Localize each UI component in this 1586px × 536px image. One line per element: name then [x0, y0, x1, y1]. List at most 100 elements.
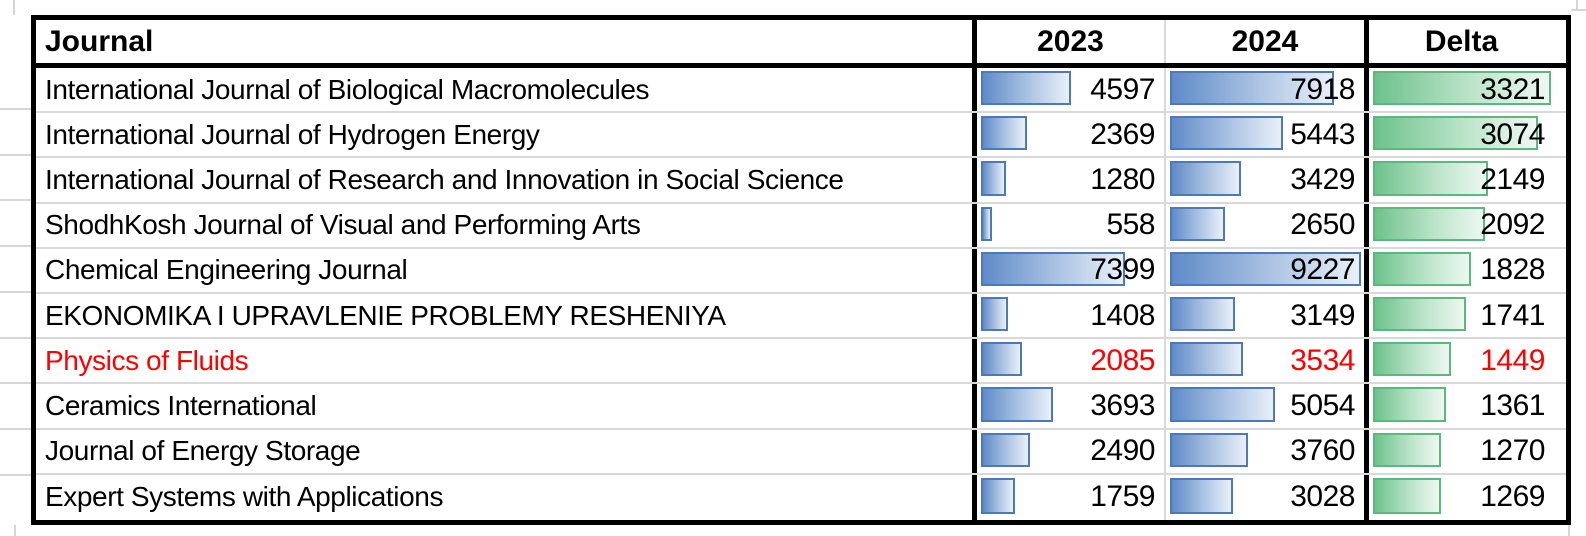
value-2024: 2650	[1290, 208, 1355, 242]
databar-track	[1373, 251, 1551, 286]
databar-track	[1170, 432, 1361, 467]
value-cell-2023[interactable]: 2369	[977, 113, 1166, 157]
value-delta: 1449	[1480, 343, 1545, 377]
journal-cell[interactable]: Chemical Engineering Journal	[36, 248, 977, 292]
journal-cell[interactable]: Physics of Fluids	[36, 339, 977, 383]
header-cell-delta[interactable]: Delta	[1424, 24, 1499, 58]
databar-track	[981, 71, 1161, 106]
journal-cell[interactable]: ShodhKosh Journal of Visual and Performi…	[36, 203, 977, 247]
value-cell-delta[interactable]: 2149	[1369, 158, 1554, 201]
value-cell-delta[interactable]: 1741	[1369, 294, 1554, 337]
databar-track	[1373, 161, 1551, 196]
value-cell-2024[interactable]: 5443	[1166, 113, 1369, 157]
journal-cell[interactable]: EKONOMIKA I UPRAVLENIE PROBLEMY RESHENIY…	[36, 294, 977, 338]
value-cell-2023[interactable]: 2085	[977, 339, 1166, 383]
value-2024: 3149	[1290, 298, 1355, 332]
value-cell-2024[interactable]: 3028	[1166, 474, 1369, 520]
sheet-gridline	[0, 336, 31, 339]
value-2023: 7399	[1090, 253, 1155, 287]
databar-track	[981, 297, 1161, 332]
databar-blue	[981, 71, 1071, 106]
value-cell-2024[interactable]: 5054	[1166, 384, 1369, 428]
header-cell-journal[interactable]: Journal	[36, 20, 977, 63]
journal-cell[interactable]: Ceramics International	[36, 384, 977, 428]
value-cell-2024[interactable]: 7918	[1166, 68, 1369, 112]
databar-green	[1373, 342, 1451, 377]
value-delta: 3074	[1480, 117, 1545, 151]
value-2024: 5443	[1290, 117, 1355, 151]
value-delta: 1361	[1480, 388, 1545, 422]
databar-track	[1170, 206, 1361, 241]
journal-name: ShodhKosh Journal of Visual and Performi…	[45, 209, 641, 241]
value-2023: 2490	[1090, 434, 1155, 468]
databar-green	[1373, 297, 1467, 332]
value-cell-delta[interactable]: 1270	[1369, 430, 1554, 473]
value-cell-delta[interactable]: 1828	[1369, 249, 1554, 292]
databar-track	[981, 116, 1161, 151]
value-cell-2024[interactable]: 3149	[1166, 294, 1369, 338]
value-cell-2024[interactable]: 2650	[1166, 203, 1369, 247]
sheet-gridline	[1576, 0, 1578, 10]
value-cell-2024[interactable]: 3534	[1166, 339, 1369, 383]
value-cell-2023[interactable]: 1759	[977, 474, 1166, 520]
table-row: International Journal of Research and In…	[36, 158, 1566, 204]
table-row: Physics of Fluids 2085 3534 1449	[36, 339, 1566, 385]
value-cell-delta[interactable]: 3321	[1369, 68, 1554, 111]
value-cell-delta[interactable]: 1269	[1369, 475, 1554, 520]
databar-blue	[1170, 161, 1241, 196]
value-cell-delta[interactable]: 1449	[1369, 339, 1554, 382]
value-cell-2023[interactable]: 3693	[977, 384, 1166, 428]
value-cell-delta[interactable]: 1361	[1369, 384, 1554, 427]
databar-blue	[1170, 297, 1236, 332]
databar-green	[1373, 477, 1441, 514]
databar-blue	[981, 206, 992, 241]
value-cell-2023[interactable]: 7399	[977, 248, 1166, 292]
databar-track	[981, 477, 1161, 514]
databar-blue	[1170, 251, 1361, 286]
value-cell-2023[interactable]: 1408	[977, 294, 1166, 338]
value-2023: 2085	[1090, 343, 1155, 377]
databar-track	[1170, 477, 1361, 514]
sheet-gridline	[0, 153, 31, 156]
value-cell-2023[interactable]: 558	[977, 203, 1166, 247]
databar-track	[981, 251, 1161, 286]
databar-blue	[1170, 432, 1248, 467]
value-cell-2024[interactable]: 3429	[1166, 158, 1369, 202]
journal-name: International Journal of Research and In…	[45, 163, 844, 195]
journal-cell[interactable]: Journal of Energy Storage	[36, 429, 977, 473]
journal-comparison-table: Journal 2023 2024 Delta International Jo…	[31, 15, 1571, 525]
databar-blue	[981, 161, 1006, 196]
table-body: International Journal of Biological Macr…	[36, 68, 1566, 520]
value-cell-2024[interactable]: 9227	[1166, 248, 1369, 292]
journal-cell[interactable]: International Journal of Research and In…	[36, 158, 977, 202]
value-cell-2024[interactable]: 3760	[1166, 429, 1369, 473]
header-cell-2024[interactable]: 2024	[1166, 20, 1369, 63]
databar-track	[981, 161, 1161, 196]
value-cell-2023[interactable]: 1280	[977, 158, 1166, 202]
value-2024: 3028	[1290, 480, 1355, 514]
journal-name: Journal of Energy Storage	[45, 435, 361, 467]
journal-cell[interactable]: International Journal of Hydrogen Energy	[36, 113, 977, 157]
header-cell-2023[interactable]: 2023	[977, 20, 1166, 63]
value-cell-delta[interactable]: 3074	[1369, 113, 1554, 156]
value-cell-2023[interactable]: 2490	[977, 429, 1166, 473]
journal-cell[interactable]: International Journal of Biological Macr…	[36, 68, 977, 112]
databar-track	[981, 432, 1161, 467]
value-2024: 9227	[1290, 253, 1355, 287]
databar-blue	[1170, 387, 1275, 422]
table-row: International Journal of Biological Macr…	[36, 68, 1566, 114]
sheet-gridline	[0, 108, 31, 110]
sheet-gridline	[14, 525, 16, 536]
journal-name: EKONOMIKA I UPRAVLENIE PROBLEMY RESHENIY…	[45, 299, 726, 331]
value-2024: 7918	[1290, 72, 1355, 106]
journal-cell[interactable]: Expert Systems with Applications	[36, 474, 977, 520]
databar-track	[1373, 342, 1551, 377]
databar-track	[1170, 297, 1361, 332]
journal-name: Ceramics International	[45, 389, 317, 421]
databar-track	[1373, 206, 1551, 241]
value-cell-2023[interactable]: 4597	[977, 68, 1166, 112]
databar-blue	[981, 432, 1030, 467]
value-2024: 3429	[1290, 162, 1355, 196]
value-cell-delta[interactable]: 2092	[1369, 204, 1554, 247]
table-row: EKONOMIKA I UPRAVLENIE PROBLEMY RESHENIY…	[36, 294, 1566, 340]
